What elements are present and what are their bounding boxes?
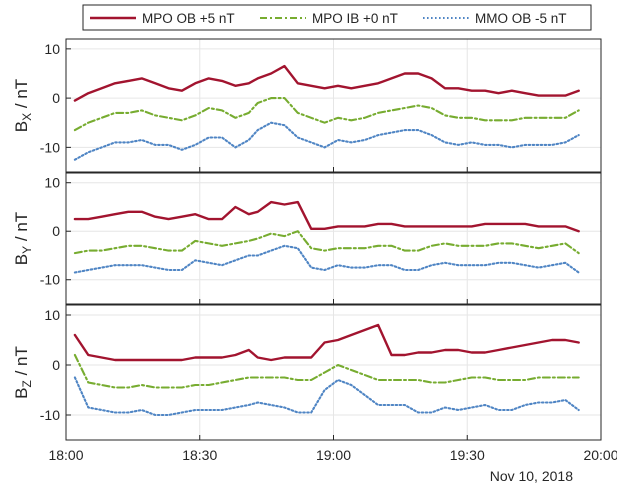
legend-label-3: MMO OB -5 nT (475, 11, 567, 26)
y-label-unit: / nT (12, 212, 31, 246)
y-tick-label: 10 (44, 307, 60, 323)
legend-label-2: MPO IB +0 nT (312, 11, 398, 26)
y-label-main: B (12, 254, 31, 265)
y-label-unit: / nT (12, 79, 31, 113)
series-line-3 (73, 244, 580, 274)
y-tick-label: 0 (52, 357, 60, 373)
y-label-main: B (12, 121, 31, 132)
y-axis-label: BY / nT (12, 212, 34, 265)
series-line-2 (73, 353, 580, 389)
y-label-unit: / nT (12, 346, 31, 380)
y-label-sub: Y (20, 246, 34, 254)
legend: MPO OB +5 nT MPO IB +0 nT MMO OB -5 nT (82, 4, 592, 31)
y-tick-label: -10 (40, 407, 60, 423)
y-tick-label: 10 (44, 41, 60, 57)
legend-label-1: MPO OB +5 nT (142, 11, 235, 26)
y-tick-label: -10 (40, 272, 60, 288)
series-line-2 (73, 97, 580, 132)
series-line-3 (73, 376, 580, 417)
series-line-2 (73, 230, 580, 255)
series-line-1 (73, 323, 580, 362)
y-tick-label: -10 (40, 139, 60, 155)
x-tick-label: 19:30 (450, 447, 485, 463)
plot-frame (65, 304, 602, 441)
panel-3: 10 0 -10 BZ / nT (12, 304, 602, 441)
y-label-main: B (12, 388, 31, 399)
plot-frame (65, 38, 602, 173)
x-tick-label: 20:00 (583, 447, 617, 463)
x-tick-label: 18:30 (182, 447, 217, 463)
y-axis-label: BZ / nT (12, 346, 34, 399)
plot-frame (65, 172, 602, 305)
series-line-1 (73, 200, 580, 233)
panel-2: 10 0 -10 BY / nT (12, 172, 602, 305)
y-axis-label: BX / nT (12, 79, 34, 132)
y-tick-label: 10 (44, 175, 60, 191)
y-tick-label: 0 (52, 90, 60, 106)
series-line-3 (73, 121, 580, 161)
series-line-1 (73, 64, 580, 102)
y-label-sub: Z (20, 380, 34, 387)
x-tick-label: 18:00 (48, 447, 83, 463)
y-label-sub: X (20, 113, 34, 121)
date-label: Nov 10, 2018 (490, 468, 573, 484)
legend-box (82, 4, 592, 31)
y-tick-label: 0 (52, 223, 60, 239)
x-tick-label: 19:00 (316, 447, 351, 463)
panel-1: 10 0 -10 BX / nT (12, 38, 602, 173)
